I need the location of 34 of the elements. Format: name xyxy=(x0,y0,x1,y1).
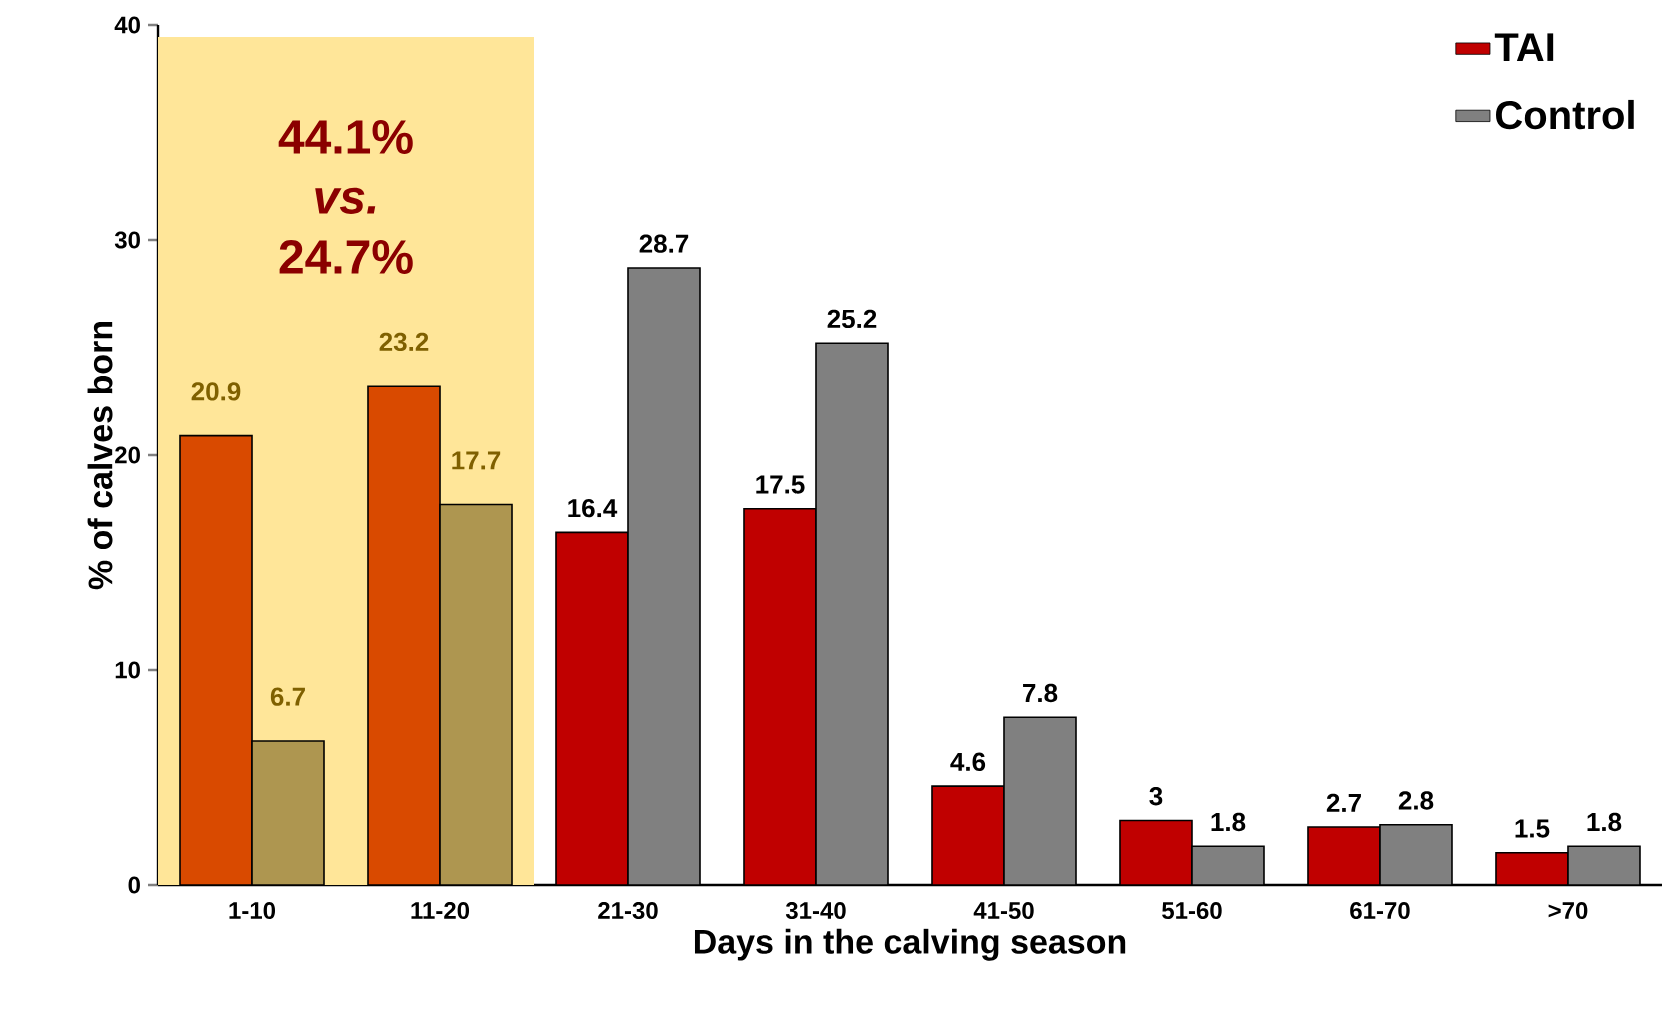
y-tick-label: 20 xyxy=(115,446,140,464)
x-tick-label: 1-10 xyxy=(229,902,276,920)
data-label: 17.7 xyxy=(452,451,501,470)
x-tick-label: 51-60 xyxy=(1162,902,1222,920)
x-axis-title: Days in the calving season xyxy=(694,928,1126,961)
data-label: 25.2 xyxy=(827,309,877,329)
data-label: 16.4 xyxy=(568,498,618,518)
x-tick-label: 31-40 xyxy=(785,902,846,920)
data-label: 6.7 xyxy=(270,687,305,706)
data-label: 2.7 xyxy=(1326,793,1361,812)
x-tick-label: >70 xyxy=(1548,902,1588,920)
legend-label: TAI xyxy=(1494,33,1554,61)
x-tick-label: 41-50 xyxy=(973,902,1034,920)
data-label: 4.6 xyxy=(950,752,986,772)
x-tick-label: 21-30 xyxy=(598,902,658,920)
data-label: 1.5 xyxy=(1515,819,1550,838)
data-label: 7.8 xyxy=(1023,683,1058,703)
y-tick-label: 0 xyxy=(128,876,140,894)
y-axis-title: % of calves born xyxy=(87,322,113,590)
y-tick-label: 40 xyxy=(114,16,140,34)
data-label: 28.7 xyxy=(639,234,689,253)
data-label: 23.2 xyxy=(379,332,429,352)
legend-label: Control xyxy=(1496,99,1634,130)
data-label: 1.8 xyxy=(1587,812,1622,832)
x-tick-label: 11-20 xyxy=(411,902,470,920)
data-label: 17.5 xyxy=(756,475,805,494)
x-tick-label: 61-70 xyxy=(1350,902,1410,920)
y-tick-label: 10 xyxy=(115,661,140,679)
data-label: 2.8 xyxy=(1398,791,1434,810)
data-label: 1.8 xyxy=(1211,812,1246,832)
band-label: 44.1% vs. 24.7% xyxy=(278,120,413,274)
data-label: 20.9 xyxy=(191,382,241,401)
y-tick-label: 30 xyxy=(114,231,140,249)
data-label: 3 xyxy=(1149,786,1163,806)
